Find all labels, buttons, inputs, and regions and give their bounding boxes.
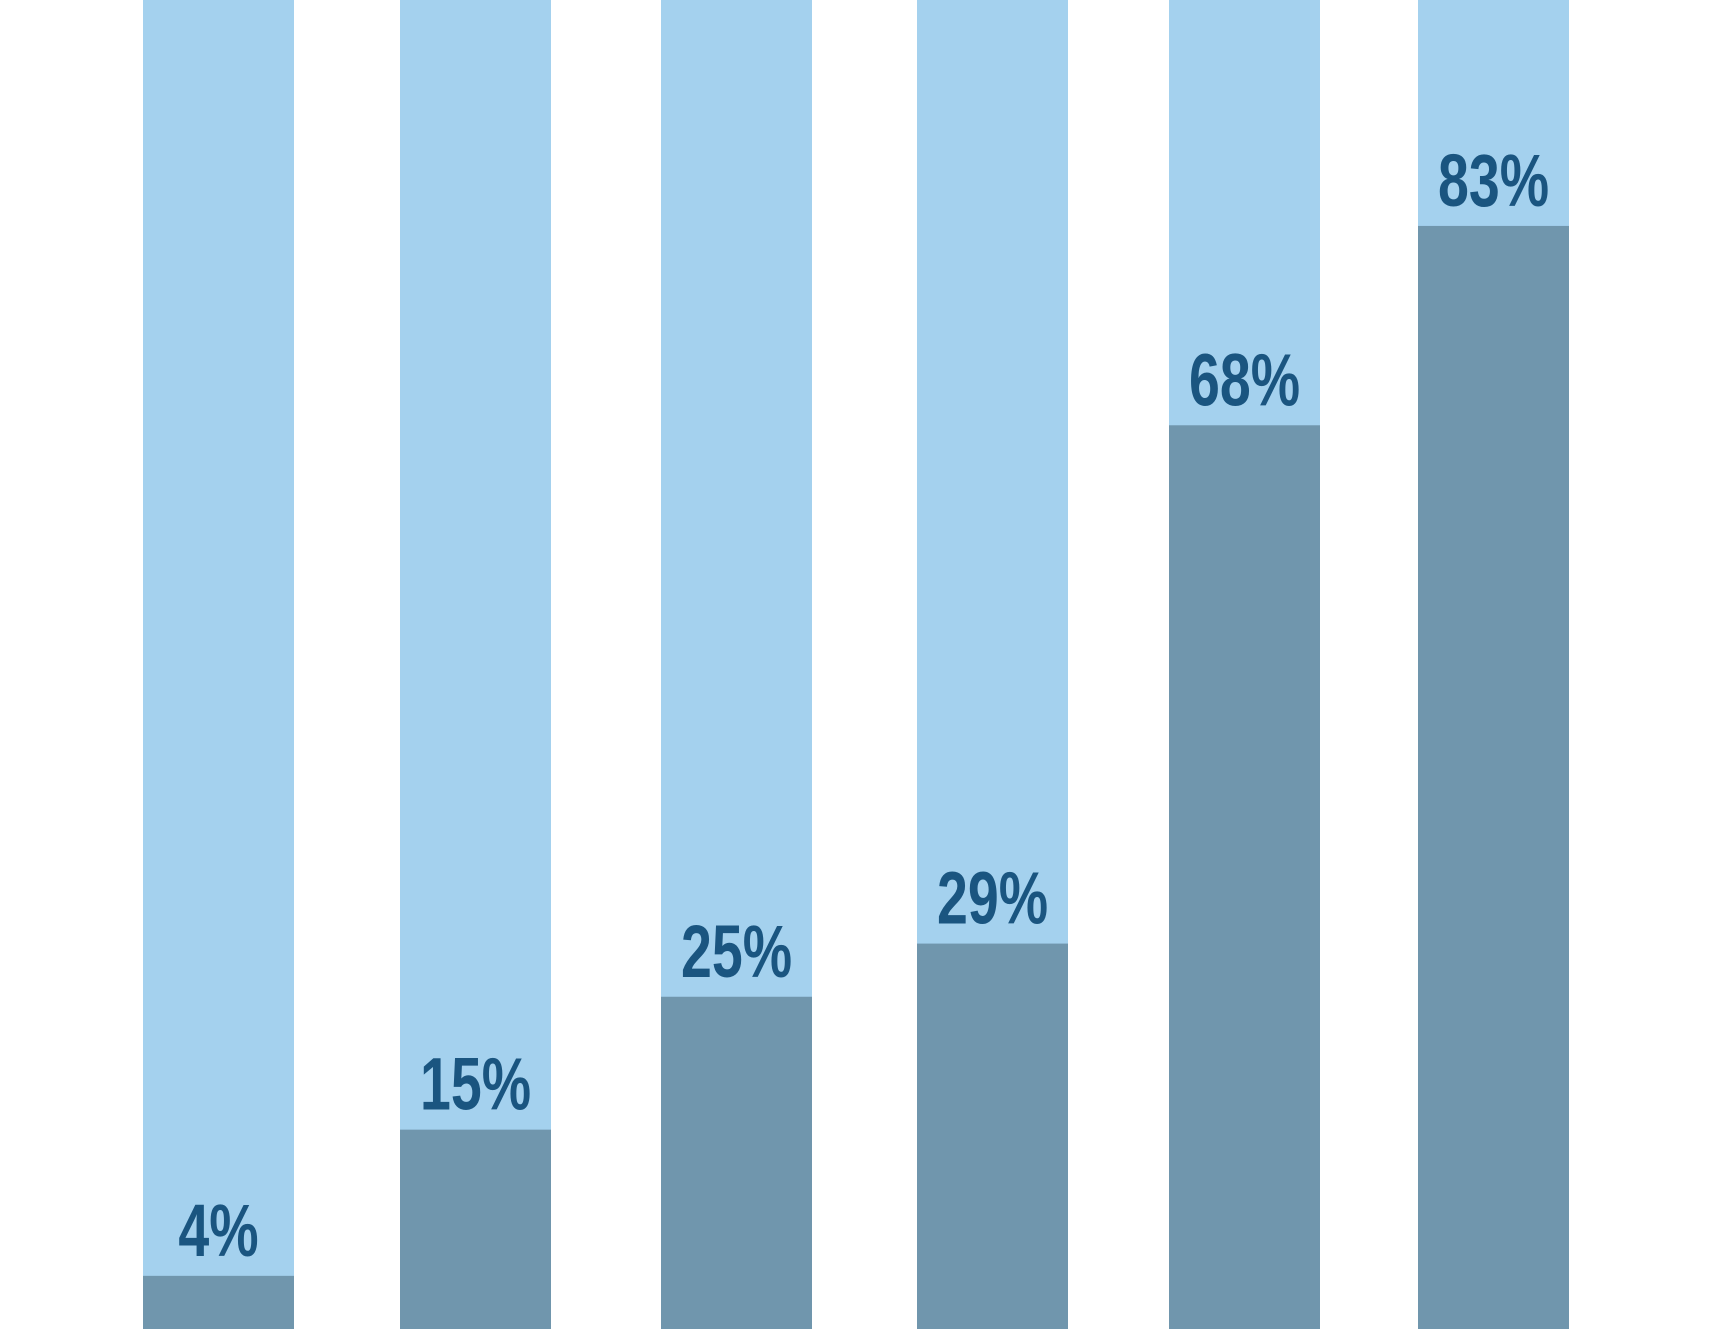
bar	[1418, 225, 1569, 1330]
bar	[661, 996, 812, 1329]
value-label: 83%	[1438, 139, 1549, 222]
bar	[400, 1129, 551, 1329]
bar	[917, 943, 1068, 1329]
value-label: 15%	[420, 1043, 531, 1126]
bar	[1169, 425, 1320, 1329]
value-label: 4%	[178, 1189, 258, 1272]
value-label: 68%	[1189, 338, 1300, 421]
value-label: 29%	[937, 857, 1048, 940]
bar-track	[400, 0, 551, 1329]
value-label: 25%	[681, 910, 792, 993]
bar	[143, 1275, 294, 1329]
bar-track	[143, 0, 294, 1329]
